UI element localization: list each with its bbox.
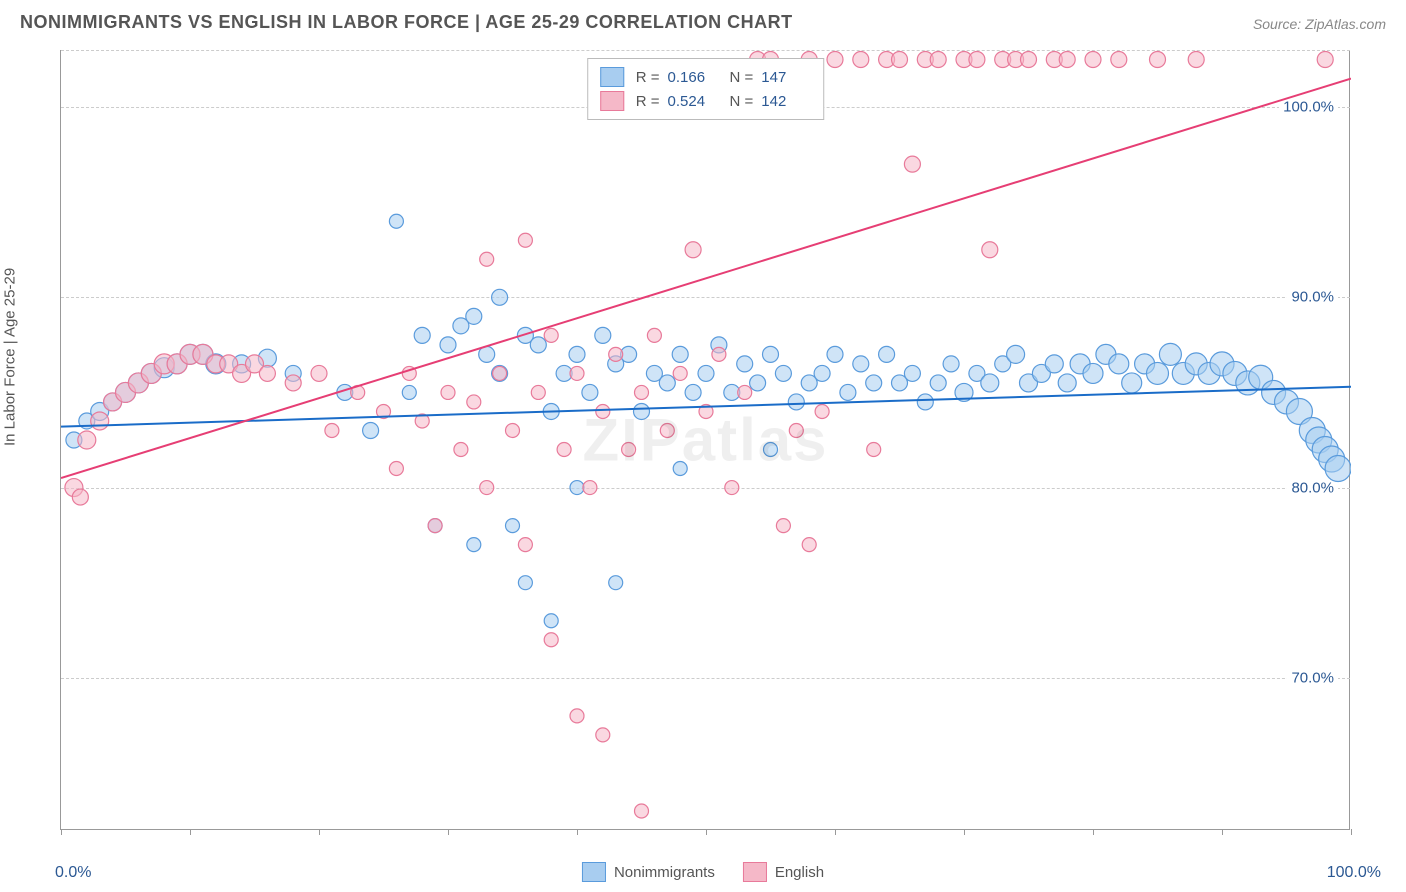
legend-stats-box: R = 0.166 N = 147 R = 0.524 N = 142	[587, 58, 825, 120]
x-tick	[1351, 829, 1352, 835]
source-attribution: Source: ZipAtlas.com	[1253, 16, 1386, 32]
stat-label-n: N =	[730, 93, 754, 110]
legend-label-nonimmigrants: Nonimmigrants	[614, 864, 715, 881]
stat-label-n: N =	[730, 69, 754, 86]
trend-lines-layer	[61, 50, 1351, 830]
legend-swatch-english-bottom	[743, 862, 767, 882]
y-axis-label: In Labor Force | Age 25-29	[2, 268, 19, 446]
legend-stats-row-1: R = 0.166 N = 147	[600, 65, 812, 89]
legend-swatch-english	[600, 91, 624, 111]
stat-label-r: R =	[636, 69, 660, 86]
x-axis-label-max: 100.0%	[1327, 864, 1381, 882]
trend-line	[61, 79, 1351, 479]
stat-r-nonimmigrants: 0.166	[668, 69, 718, 86]
stat-r-english: 0.524	[668, 93, 718, 110]
legend-item-nonimmigrants: Nonimmigrants	[582, 862, 715, 882]
stat-n-nonimmigrants: 147	[761, 69, 811, 86]
chart-title: NONIMMIGRANTS VS ENGLISH IN LABOR FORCE …	[20, 12, 793, 33]
plot-area: ZIPatlas R = 0.166 N = 147 R = 0.524 N =…	[60, 50, 1350, 830]
chart-container: NONIMMIGRANTS VS ENGLISH IN LABOR FORCE …	[0, 0, 1406, 892]
x-axis-label-min: 0.0%	[55, 864, 91, 882]
legend-item-english: English	[743, 862, 824, 882]
legend-swatch-nonimmigrants-bottom	[582, 862, 606, 882]
trend-line	[61, 387, 1351, 427]
legend-label-english: English	[775, 864, 824, 881]
stat-label-r: R =	[636, 93, 660, 110]
legend-swatch-nonimmigrants	[600, 67, 624, 87]
legend-stats-row-2: R = 0.524 N = 142	[600, 89, 812, 113]
legend-series: Nonimmigrants English	[582, 862, 824, 882]
stat-n-english: 142	[761, 93, 811, 110]
